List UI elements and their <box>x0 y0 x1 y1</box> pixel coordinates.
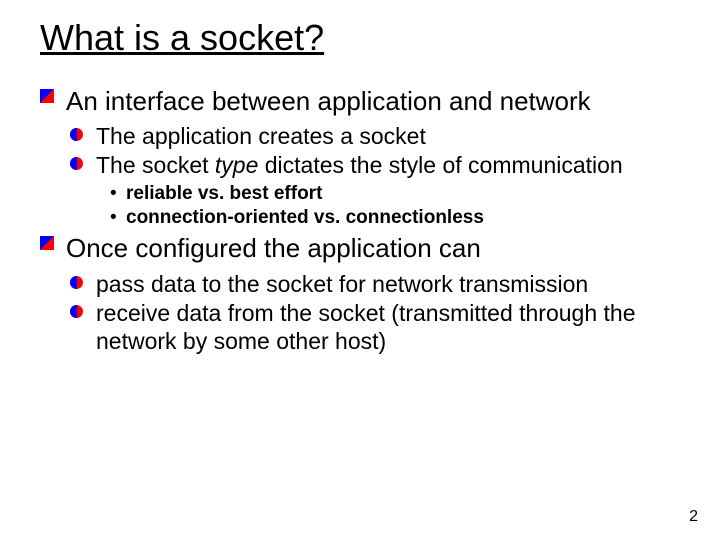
bullet-group-1: An interface between application and net… <box>40 86 680 230</box>
circle-bullet-icon <box>70 128 83 141</box>
bullet-l3-connection: connection-oriented vs. connectionless <box>110 206 680 230</box>
bullet-l2-creates: The application creates a socket <box>70 123 680 151</box>
bullet-l2-text: pass data to the socket for network tran… <box>96 271 588 297</box>
square-bullet-icon <box>40 236 54 250</box>
bullet-l3-text: connection-oriented vs. connectionless <box>126 207 484 228</box>
bullet-l3-text: reliable vs. best effort <box>126 183 322 204</box>
bullet-l1-interface: An interface between application and net… <box>40 86 680 117</box>
bullet-group-2: Once configured the application can pass… <box>40 233 680 355</box>
bullet-l2-text: The socket type dictates the style of co… <box>96 152 623 178</box>
bullet-l1-configured: Once configured the application can <box>40 233 680 264</box>
circle-bullet-icon <box>70 157 83 170</box>
text-emph-type: type <box>215 152 258 178</box>
bullet-l1-text: An interface between application and net… <box>66 86 591 116</box>
text-post: dictates the style of communication <box>258 152 622 178</box>
bullet-l2-text: The application creates a socket <box>96 123 426 149</box>
bullet-l3-reliable: reliable vs. best effort <box>110 182 680 206</box>
bullet-l2-type: The socket type dictates the style of co… <box>70 152 680 180</box>
bullet-l1-text: Once configured the application can <box>66 233 481 263</box>
bullet-l2-receive: receive data from the socket (transmitte… <box>70 300 680 355</box>
square-bullet-icon <box>40 89 54 103</box>
slide-title: What is a socket? <box>40 18 680 58</box>
bullet-l2-text: receive data from the socket (transmitte… <box>96 300 636 354</box>
circle-bullet-icon <box>70 305 83 318</box>
bullet-l2-pass: pass data to the socket for network tran… <box>70 271 680 299</box>
text-pre: The socket <box>96 152 215 178</box>
page-number: 2 <box>689 508 698 526</box>
circle-bullet-icon <box>70 276 83 289</box>
slide: What is a socket? An interface between a… <box>0 0 720 540</box>
